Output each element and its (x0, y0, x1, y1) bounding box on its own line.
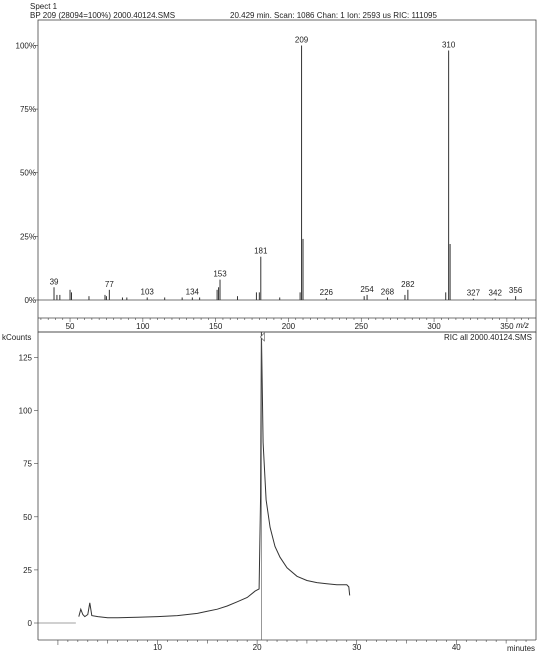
chromatogram-y-tick-label: 125 (19, 353, 33, 362)
chromatogram-x-tick-label: 30 (352, 643, 361, 652)
chromatogram-x-tick-label: 40 (452, 643, 461, 652)
chromatogram-x-tick-label: 10 (153, 643, 162, 652)
scan-info: 20.429 min. Scan: 1086 Chan: 1 Ion: 2593… (230, 11, 437, 20)
chromatogram-plot: 0 25 50 75 100 125 10 20 30 40 (19, 331, 527, 652)
chromatogram-y-tick-label: 0 (28, 619, 33, 628)
spectrum-x-tick-label: 200 (282, 322, 296, 331)
chromatogram-y-axis-label: kCounts (2, 333, 31, 342)
spectrum-peak-label: 268 (381, 287, 395, 296)
base-peak-info: BP 209 (28094=100%) 2000.40124.SMS (30, 11, 176, 20)
spectrum-y-tick-label: 100% (16, 41, 36, 50)
spectrum-x-tick-label: 250 (355, 322, 369, 331)
spectrum-x-tick-label: 350 (500, 322, 514, 331)
spectrum-x-tick-label: 150 (209, 322, 223, 331)
chromatogram-title: RIC all 2000.40124.SMS (444, 333, 532, 342)
spectrum-peak-label: 77 (105, 280, 114, 289)
spectrum-y-tick-label: 25% (20, 232, 36, 241)
spectrum-peak-label: 153 (213, 270, 227, 279)
spectrum-y-tick-label: 0% (24, 296, 36, 305)
spectrum-peak-label: 181 (254, 247, 268, 256)
spectrum-peak-label: 356 (509, 286, 523, 295)
spectrum-x-axis-label: m/z (516, 321, 529, 330)
spectrum-y-tick-label: 50% (20, 169, 36, 178)
spectrum-plot: 50 100 150 200 250 300 350 0% 25% 50% 75% 100% 39 77 1… (16, 35, 536, 331)
spectrum-x-tick-label: 100 (136, 322, 150, 331)
spectrum-x-tick-label: 300 (427, 322, 441, 331)
spectrum-peak-label: 134 (186, 287, 200, 296)
chromatogram-y-tick-label: 25 (23, 566, 32, 575)
spectrum-peak-label: 310 (442, 41, 456, 50)
scan-cursor-marker-icon[interactable] (259, 332, 265, 342)
spectrum-peak-label: 209 (295, 35, 309, 44)
chromatogram-y-tick-label: 75 (23, 460, 32, 469)
spectrum-name: Spect 1 (30, 2, 58, 11)
chromatogram-x-axis-label: minutes (507, 644, 535, 653)
spectrum-peak-label: 39 (50, 277, 59, 286)
spectrum-peak-label: 103 (141, 287, 155, 296)
chromatogram-y-tick-label: 50 (23, 513, 32, 522)
spectrum-y-tick-label: 75% (20, 105, 36, 114)
chromatogram-y-tick-label: 100 (19, 407, 33, 416)
spectrum-peak-label: 327 (467, 289, 481, 298)
spectrum-peak-label: 226 (320, 288, 334, 297)
spectrum-peak-label: 342 (489, 289, 503, 298)
chromatogram-trace (78, 331, 351, 619)
spectrum-peak-label: 254 (360, 285, 374, 294)
spectrum-x-tick-label: 50 (66, 322, 75, 331)
chromatogram-x-tick-label: 20 (253, 643, 262, 652)
spectrum-peak-label: 282 (401, 280, 415, 289)
